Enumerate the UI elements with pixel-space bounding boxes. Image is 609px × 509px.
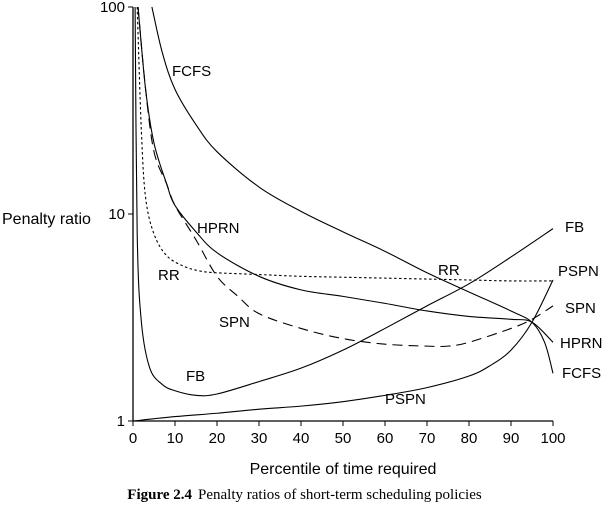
x-tick-label: 50 — [335, 430, 352, 447]
curve-label-fcfs: FCFS — [172, 63, 211, 80]
series-line-spn — [137, 6, 554, 348]
x-axis-title: Percentile of time required — [250, 461, 437, 478]
curve-label-fcfs-end: FCFS — [562, 365, 601, 382]
curve-label-hprn: HPRN — [197, 220, 240, 237]
series-line-pspn — [132, 279, 554, 422]
curve-label-hprn-end: HPRN — [560, 335, 603, 352]
figure-caption-label: Figure 2.4 — [127, 487, 192, 503]
curve-label-spn-end: SPN — [565, 300, 596, 317]
series-line-hprn — [137, 6, 554, 343]
figure-caption: Figure 2.4 Penalty ratios of short-term s… — [0, 487, 609, 504]
x-tick-label: 10 — [167, 430, 184, 447]
x-tick-label: 80 — [461, 430, 478, 447]
series-line-rr — [136, 6, 554, 282]
x-tick-label: 0 — [129, 430, 137, 447]
series-line-fcfs — [151, 6, 554, 374]
y-tick-label: 100 — [100, 0, 125, 16]
curve-labels: FCFS HPRN RR SPN FB PSPN RR FB PSPN SPN … — [158, 63, 603, 408]
series — [132, 6, 554, 422]
curve-label-pspn-end: PSPN — [558, 263, 599, 280]
curve-label-spn: SPN — [219, 314, 250, 331]
figure-caption-text: Penalty ratios of short-term scheduling … — [198, 487, 482, 503]
curve-label-rr-right: RR — [438, 262, 460, 279]
y-tick-label: 1 — [117, 413, 125, 430]
y-axis-title: Penalty ratio — [2, 211, 91, 228]
series-line-fb — [134, 6, 554, 397]
curve-label-rr: RR — [158, 267, 180, 284]
curve-label-pspn: PSPN — [385, 391, 426, 408]
y-tick-label: 10 — [108, 206, 125, 223]
x-tick-label: 60 — [377, 430, 394, 447]
x-tick-label: 100 — [540, 430, 565, 447]
x-tick-label: 70 — [419, 430, 436, 447]
x-tick-label: 30 — [251, 430, 268, 447]
curve-label-fb-end: FB — [565, 219, 584, 236]
x-tick-label: 90 — [503, 430, 520, 447]
x-tick-label: 20 — [209, 430, 226, 447]
x-tick-label: 40 — [293, 430, 310, 447]
curve-label-fb: FB — [186, 368, 205, 385]
